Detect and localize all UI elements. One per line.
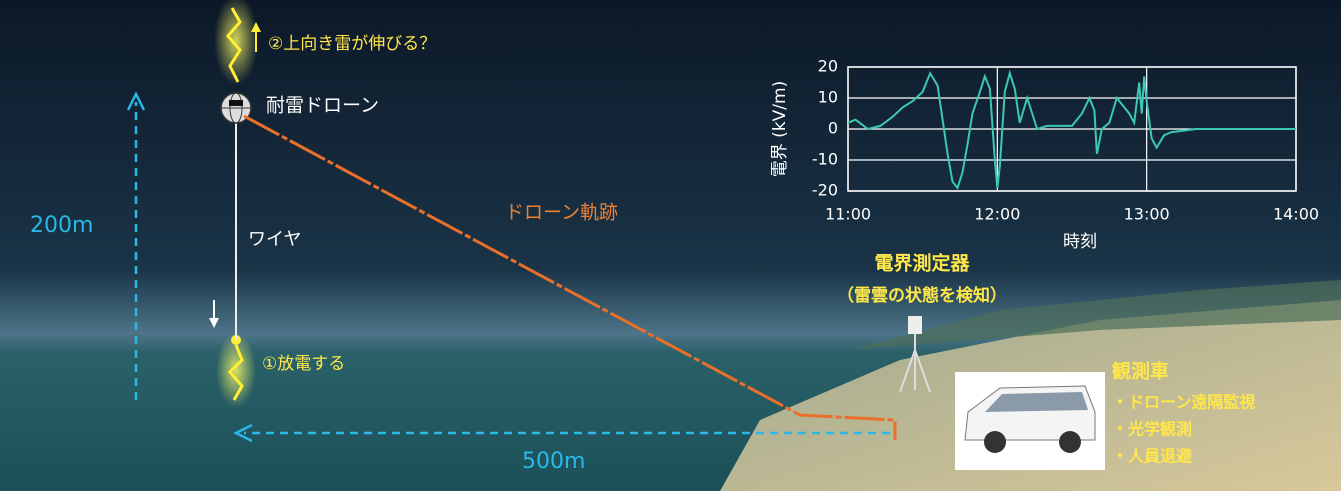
label: ・光学観測 xyxy=(1112,420,1192,439)
y-tick-label: -20 xyxy=(812,181,838,200)
label: 観測車 xyxy=(1112,360,1169,383)
sensor-head xyxy=(908,316,922,334)
x-tick-label: 13:00 xyxy=(1124,205,1170,224)
label: ・人員退避 xyxy=(1112,447,1192,466)
x-tick-label: 11:00 xyxy=(825,205,871,224)
scene: ②上向き雷が伸びる？ 耐雷ドローン ワイヤ ドローン軌跡 200m 500m ①… xyxy=(0,0,1341,491)
y-axis-title: 電界 (kV/m) xyxy=(770,81,790,177)
label: 200m xyxy=(30,213,93,238)
label: ドローン軌跡 xyxy=(505,202,618,224)
y-tick-label: -10 xyxy=(812,150,838,169)
y-tick-label: 20 xyxy=(818,57,838,76)
label: 電界測定器 xyxy=(874,252,970,275)
y-tick-label: 0 xyxy=(828,119,838,138)
drone-body xyxy=(229,100,243,106)
y-tick-label: 10 xyxy=(818,88,838,107)
vehicle-wheel xyxy=(984,431,1006,453)
x-tick-label: 14:00 xyxy=(1273,205,1319,224)
label: （雷雲の状態を検知） xyxy=(837,285,1007,306)
x-tick-label: 12:00 xyxy=(974,205,1020,224)
label: ①放電する xyxy=(262,354,345,374)
x-axis-title: 時刻 xyxy=(1063,232,1097,252)
label: 500m xyxy=(522,449,585,474)
label: ②上向き雷が伸びる？ xyxy=(268,34,436,54)
vehicle-wheel xyxy=(1059,431,1081,453)
label: 耐雷ドローン xyxy=(266,95,379,117)
label: ワイヤ xyxy=(248,229,301,250)
label: ・ドローン遠隔監視 xyxy=(1112,393,1255,412)
